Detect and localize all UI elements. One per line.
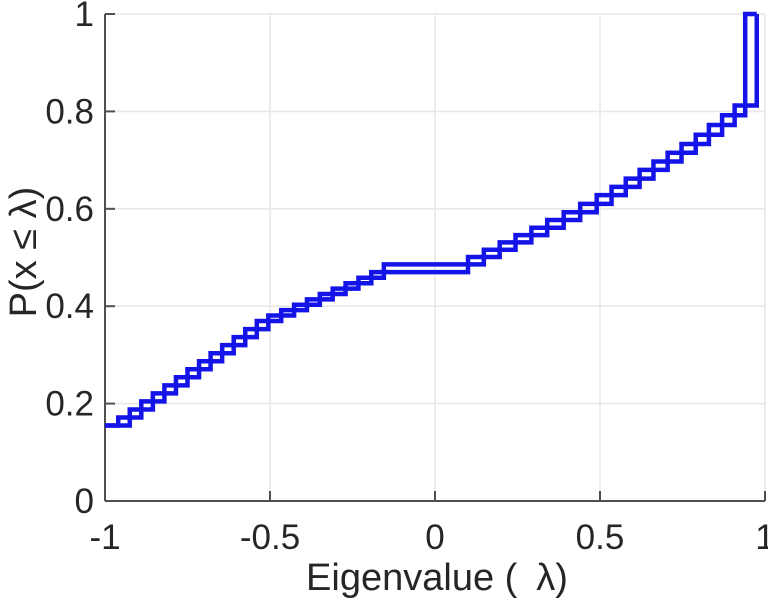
y-tick-label: 1 bbox=[75, 0, 94, 34]
x-tick-label: 0.5 bbox=[576, 518, 625, 557]
x-tick-label: 0 bbox=[425, 518, 444, 557]
x-axis-label: Eigenvalue ( λ) bbox=[306, 557, 568, 599]
tick-marks bbox=[104, 13, 766, 502]
x-tick-label: 1 bbox=[755, 518, 768, 557]
cdf-curve bbox=[105, 11, 759, 428]
y-axis-label: P(x ≤ λ) bbox=[3, 187, 45, 318]
cdf-steps-post bbox=[105, 14, 759, 428]
y-tick-label: 0.6 bbox=[45, 190, 94, 229]
gridlines bbox=[105, 13, 766, 501]
y-tick-label: 0.2 bbox=[45, 385, 94, 424]
x-tick-label: -1 bbox=[89, 518, 120, 557]
x-tick-label: -0.5 bbox=[240, 518, 300, 557]
y-tick-label: 0.8 bbox=[45, 92, 94, 131]
tick-labels: -1 -0.5 0 0.5 1 0 0.2 0.4 0.6 0.8 1 bbox=[45, 0, 768, 557]
y-tick-label: 0 bbox=[75, 482, 94, 521]
cdf-steps-pre bbox=[105, 11, 757, 428]
y-tick-label: 0.4 bbox=[45, 287, 94, 326]
